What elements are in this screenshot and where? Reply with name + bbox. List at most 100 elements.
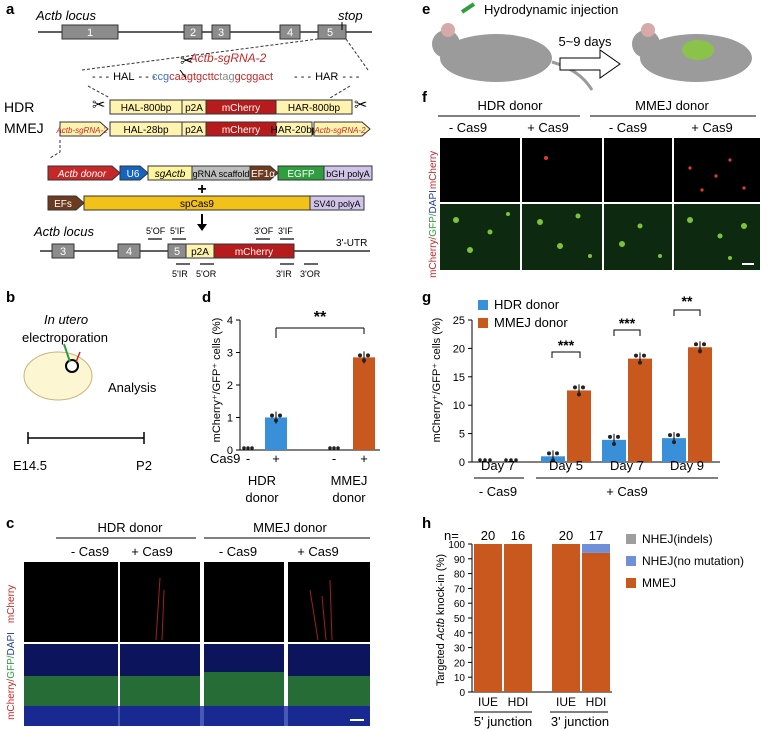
c-row2-images	[24, 644, 370, 726]
g-point	[514, 458, 518, 462]
h-ytick-label: 80	[454, 570, 466, 581]
locus2-exon-3-label: 3	[60, 246, 66, 258]
u6-box	[119, 165, 149, 181]
target-sequence: ccgcaagtgcttctaggcggact	[152, 71, 273, 83]
h-legend-indel: NHEJ(indels)	[642, 532, 713, 546]
actb-donor-box	[47, 165, 121, 181]
ef1a-text: EF1α	[251, 169, 275, 180]
d-ytick-label: 4	[227, 315, 233, 327]
panel-label-d: d	[202, 289, 211, 306]
h-legend-nomut: NHEJ(no mutation)	[642, 554, 744, 568]
g-point	[509, 458, 513, 462]
panel-h: n= Targeted Actb knock-in (%) 0 10 20 30 40 5…	[435, 528, 744, 729]
g-minus-cas9: - Cas9	[479, 484, 517, 499]
c-cond-2: + Cas9	[131, 544, 173, 559]
primer-labels: 5'OF 5'IF 3'OF 3'IF 5'IR 5'OR 3'IR 3'OR	[146, 226, 321, 279]
exon-1	[61, 24, 119, 40]
scissors-icon: ✂	[92, 97, 105, 114]
panel-f: HDR donor MMEJ donor - Cas9 + Cas9 - Cas…	[428, 98, 760, 278]
h-legend-nomut-swatch	[626, 556, 636, 566]
efs-text: EFs	[54, 199, 72, 210]
panel-g: mCherry⁺/GFP⁺ cells (%) HDR donor MMEJ d…	[431, 293, 720, 499]
locus2-mcherry-text: mCherry	[235, 247, 273, 258]
g-day-1: Day 7	[481, 458, 515, 473]
d-ytick-label: 0	[227, 445, 233, 457]
exon-2	[183, 24, 203, 40]
g-sig-3: **	[682, 293, 693, 309]
h-category: HDI	[586, 695, 607, 709]
d-group1-a: HDR	[248, 473, 276, 488]
actb-locus-title: Actb locus	[35, 8, 96, 23]
exon-5-label: 5	[327, 27, 333, 39]
g-ytick-label: 0	[459, 457, 465, 469]
hal-dash	[87, 85, 111, 99]
h-count: 17	[589, 528, 603, 543]
electrode-red-icon	[75, 351, 81, 363]
mmej-har-box	[275, 121, 313, 137]
g-legend-hdr: HDR donor	[494, 297, 560, 312]
zoom-line-right	[345, 38, 369, 71]
g-point	[551, 458, 555, 463]
panel-label-e: e	[422, 1, 430, 18]
f-cond-1: - Cas9	[449, 120, 487, 135]
scissors-icon: ✂	[354, 97, 367, 114]
h-ylabel: Targeted Actb knock-in (%)	[435, 554, 447, 686]
h-ytick-label: 50	[454, 614, 466, 625]
f-mmej-title: MMEJ donor	[635, 98, 709, 113]
g-point	[608, 434, 612, 439]
d-ytick-label: 2	[227, 380, 233, 392]
f-row1-label: mCherry	[428, 151, 439, 189]
h-bar-segment	[474, 544, 502, 692]
g-ytick-label: 5	[459, 429, 465, 441]
primer-5ir: 5'IR	[172, 269, 188, 279]
down-arrow-head	[197, 224, 207, 231]
u6-text: U6	[127, 169, 140, 180]
g-day-3: Day 7	[610, 458, 644, 473]
hdr-hal-text: HAL-800bp	[121, 103, 172, 114]
d-significance: **	[314, 309, 327, 326]
g-day-4: Day 9	[670, 458, 704, 473]
g-bar	[628, 358, 652, 462]
d-plus-1: +	[272, 451, 280, 466]
panel-label-f: f	[422, 89, 428, 106]
d-point	[332, 446, 336, 450]
c-img-1-3	[204, 562, 284, 642]
mouse-liver-icon	[632, 23, 752, 82]
bgh-text: bGH polyA	[326, 169, 370, 179]
d-bar	[265, 417, 287, 450]
g-ylabel: mCherry⁺/GFP⁺ cells (%)	[431, 318, 443, 443]
hdr-mcherry-text: mCherry	[222, 103, 260, 114]
primer-arrows	[148, 238, 318, 265]
f-cond-4: + Cas9	[691, 120, 733, 135]
c-cond-1: - Cas9	[71, 544, 109, 559]
locus2-exon-3	[51, 243, 75, 259]
h-legend-mmej-swatch	[626, 578, 636, 588]
g-point	[638, 360, 642, 365]
time-arrow	[559, 49, 621, 79]
h-group-5: 5' junction	[474, 714, 532, 729]
h-ytick-label: 60	[454, 599, 466, 610]
h-count: 16	[511, 528, 525, 543]
mmej-donor-construct: Actb-sgRNA-2 HAL-28bp p2A mCherry HAR-20…	[55, 121, 371, 137]
exon-3	[211, 24, 231, 40]
sgactb-text: sgActb	[155, 169, 186, 180]
d-ytick-label: 1	[227, 413, 233, 425]
g-point	[547, 451, 551, 456]
g-legend-mmej-swatch	[478, 318, 488, 328]
f-cond-2: + Cas9	[527, 120, 569, 135]
spcas9-text: spCas9	[180, 199, 214, 210]
panel-label-c: c	[6, 515, 14, 532]
h-legend-mmej: MMEJ	[642, 576, 676, 590]
hdr-har-box	[275, 99, 353, 115]
h-bar-segment	[552, 544, 580, 692]
har-dash	[329, 85, 351, 99]
d-point	[250, 446, 254, 450]
d-point	[246, 446, 250, 450]
cut-tick	[179, 69, 187, 79]
g-point	[504, 458, 508, 462]
mmej-flank-left-text: Actb-sgRNA-2	[55, 126, 108, 135]
mmej-flank-right	[313, 121, 371, 137]
h-categories: IUE HDI IUE HDI	[478, 695, 606, 709]
f-cond-3: - Cas9	[609, 120, 647, 135]
